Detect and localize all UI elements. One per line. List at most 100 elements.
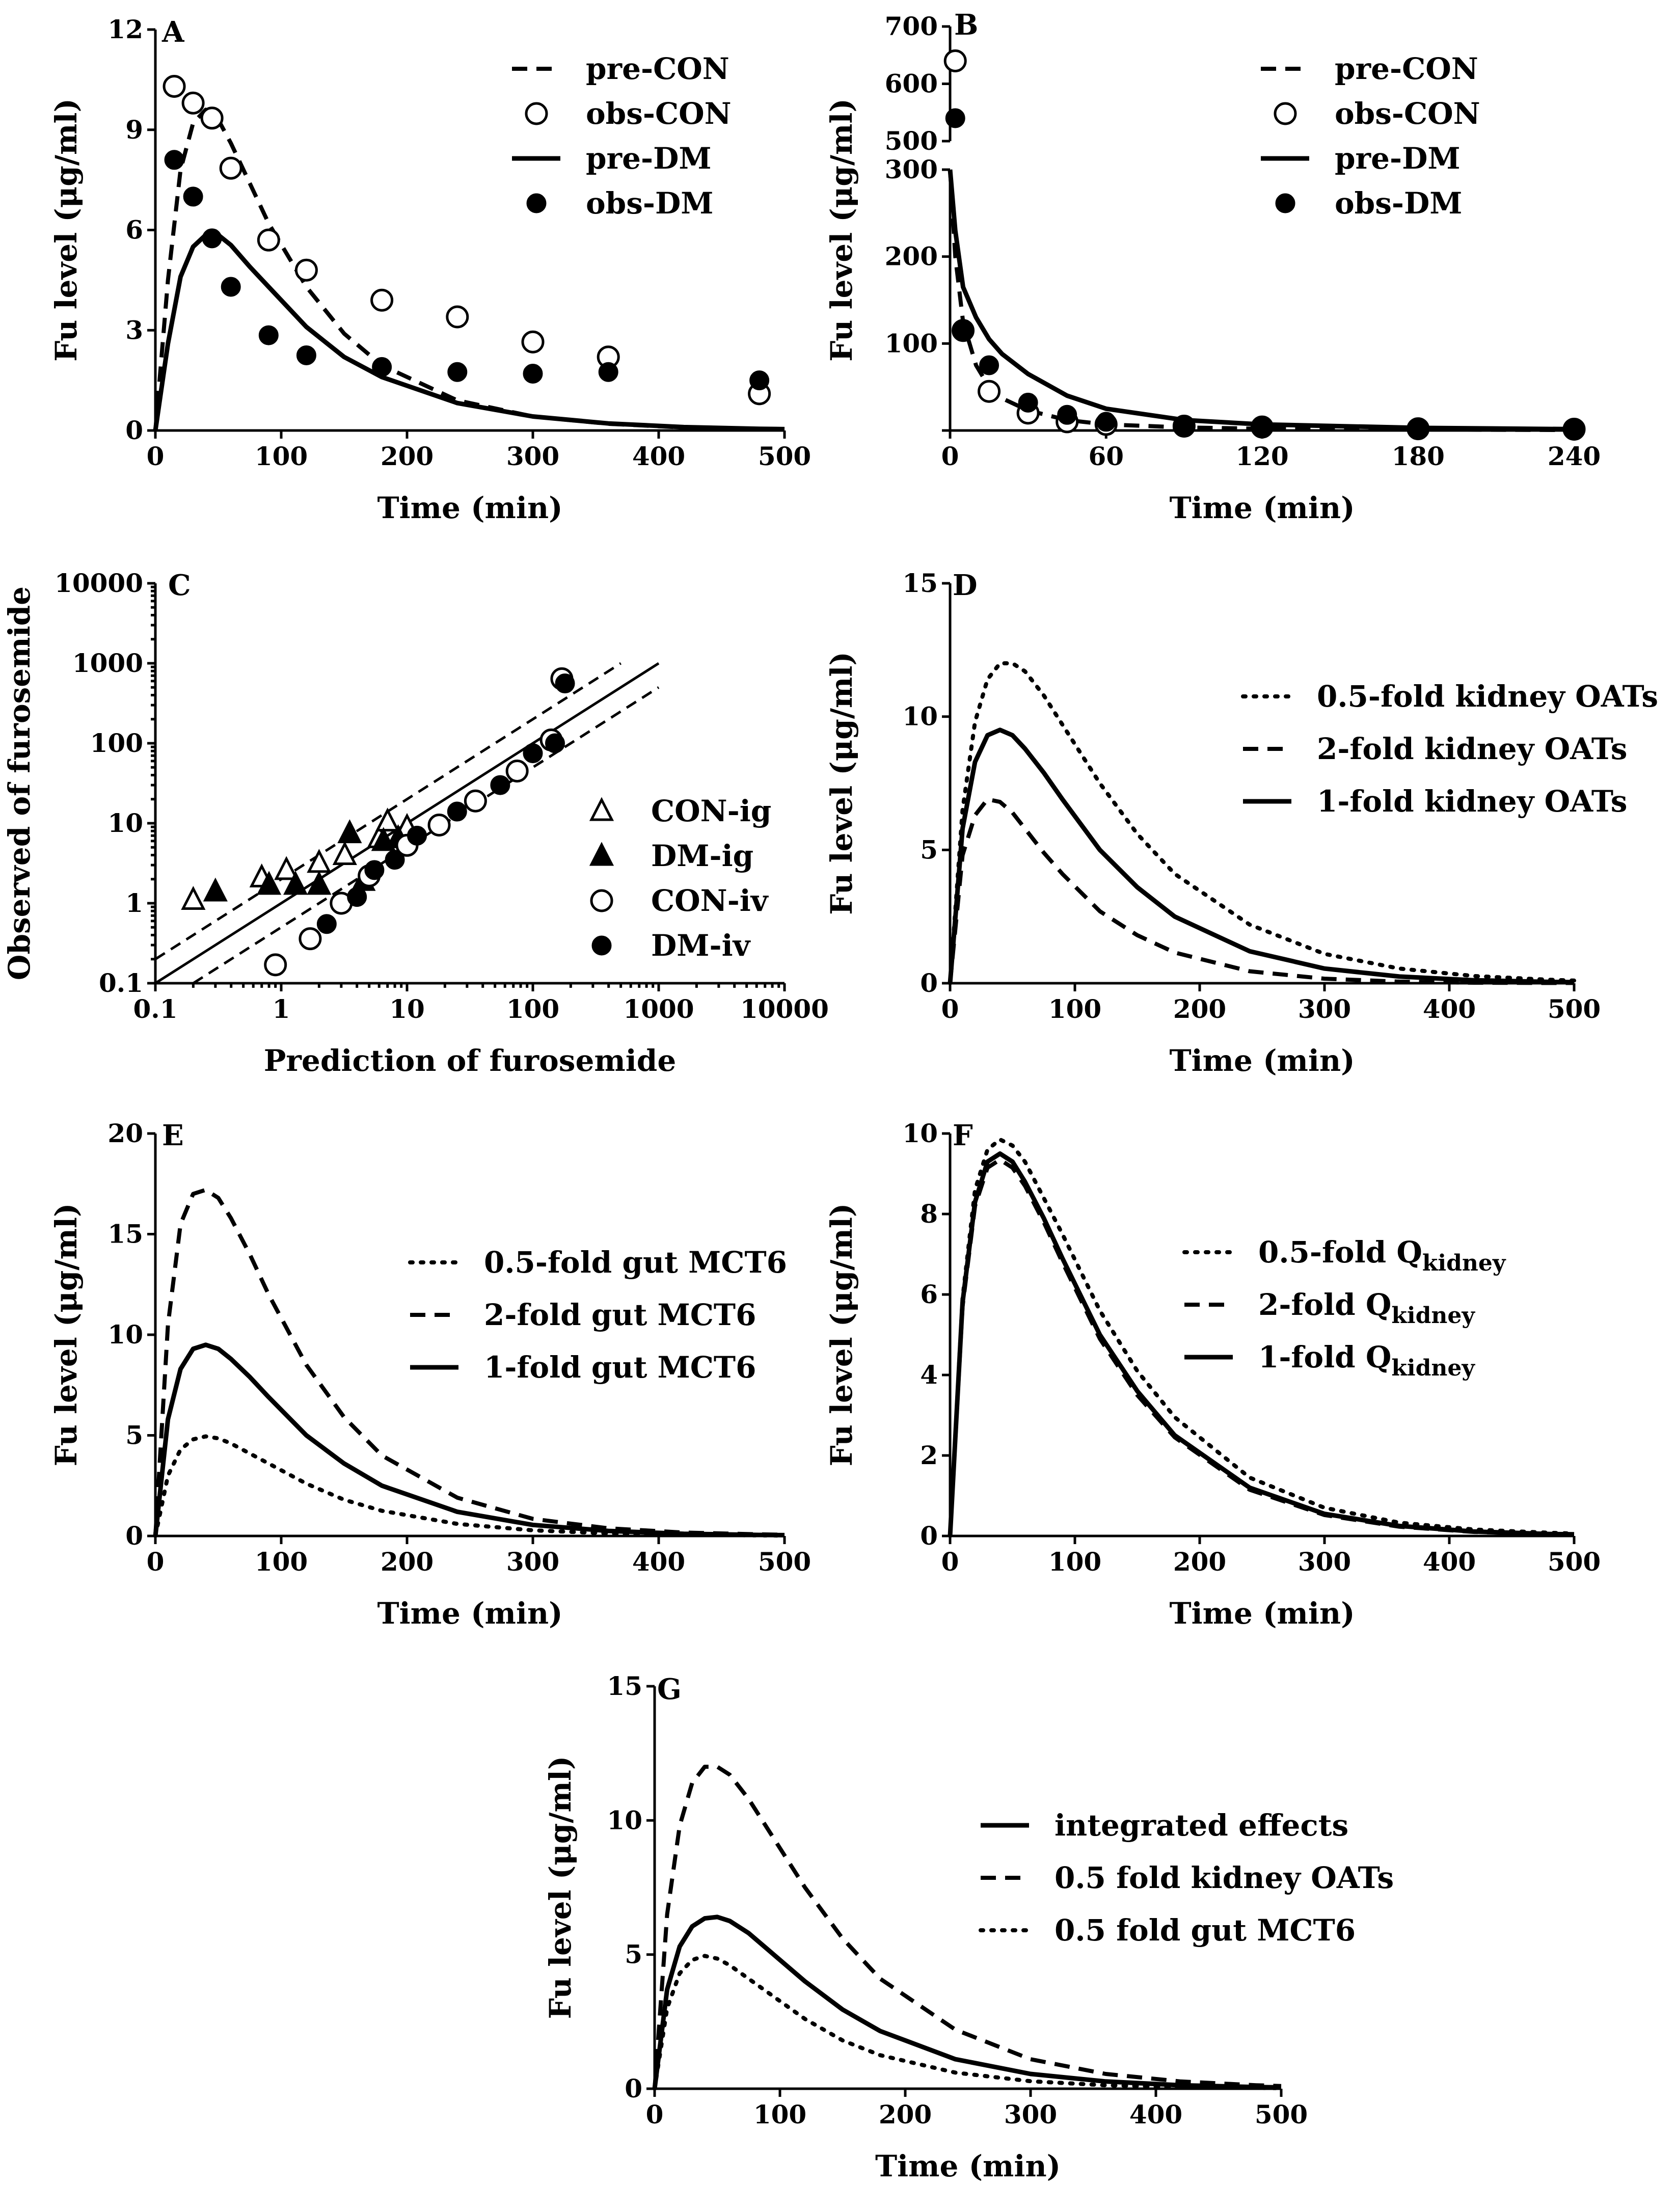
data-point [407, 825, 427, 846]
legend-label-0: pre-CON [1335, 51, 1478, 86]
legend-label-3: obs-DM [586, 186, 713, 221]
data-point [598, 362, 618, 382]
y-axis-title: Fu level (μg/ml) [49, 98, 84, 362]
data-point [978, 380, 1001, 403]
x-tick-label: 400 [1423, 1547, 1476, 1577]
y-tick-label: 4 [920, 1360, 938, 1390]
x-tick-label: 500 [1548, 994, 1601, 1024]
data-point [446, 305, 469, 329]
series-line-1 [948, 797, 1574, 985]
y-tick-label: 12 [107, 14, 143, 44]
data-point [427, 813, 451, 837]
legend-label-text: 0.5-fold Q [1258, 1235, 1422, 1270]
data-point [749, 370, 770, 391]
legend-label-0: 0.5-fold kidney OATs [1317, 679, 1658, 714]
data-point [283, 871, 308, 895]
y-tick-label: 20 [107, 1118, 143, 1148]
series-line-0 [652, 1914, 1282, 2090]
data-point [447, 801, 467, 822]
y-tick-label: 0 [920, 968, 938, 998]
data-point [307, 849, 332, 873]
x-tick-label: 120 [1235, 441, 1288, 471]
data-point [181, 886, 206, 910]
panel-letter: A [161, 15, 185, 49]
y-tick-label: 10 [107, 808, 143, 838]
data-point [1057, 404, 1077, 425]
data-point [521, 330, 545, 354]
y-tick-label: 10 [902, 702, 938, 732]
legend-label-2: pre-DM [586, 141, 712, 176]
panel-f: 0 100 200 300 400 500 0 2 4 6 8 10 Time (min) Fu leve… [824, 1118, 1601, 1631]
legend-label-3: DM-iv [651, 928, 751, 963]
series-markers-2 [264, 667, 574, 977]
legend-label-subscript: kidney [1391, 1355, 1475, 1381]
legend-label-2: 0.5 fold gut MCT6 [1055, 1913, 1356, 1948]
legend-label-1: 2-fold gut MCT6 [484, 1298, 756, 1332]
x-tick-label: 300 [1298, 994, 1351, 1024]
data-point [181, 91, 205, 115]
x-tick-label: 400 [1129, 2099, 1182, 2129]
series-line-0 [948, 1137, 1576, 1538]
x-tick-label: 0 [147, 441, 165, 471]
x-tick-label: 100 [255, 1547, 308, 1577]
y-tick-label: 9 [125, 115, 143, 145]
x-axis-title: Time (min) [377, 1596, 562, 1631]
panel-a: 0 100 200 300 400 500 0 3 6 9 12 Time (min) Fu level… [49, 14, 811, 525]
y-tick-label: 600 [885, 69, 938, 99]
y-axis-title: Observed of furosemide [2, 586, 37, 980]
x-tick-label: 100 [1048, 994, 1101, 1024]
data-point [316, 914, 337, 934]
y-tick-label: 200 [885, 241, 938, 272]
x-tick-label: 100 [506, 994, 559, 1024]
x-tick-label: 400 [632, 1547, 685, 1577]
data-point [221, 277, 241, 297]
x-tick-label: 500 [758, 441, 811, 471]
data-point [385, 850, 405, 870]
data-point [296, 345, 316, 365]
y-tick-label: 0 [625, 2073, 642, 2103]
series-markers-3 [945, 108, 1584, 439]
legend: CON-ig DM-ig CON-iv DM-iv [589, 794, 771, 963]
legend-label-0: CON-ig [651, 794, 771, 828]
data-point [203, 877, 228, 902]
series-line-0 [153, 1434, 787, 1538]
x-axis-title: Time (min) [1169, 1596, 1355, 1631]
x-tick-label: 0 [941, 1547, 959, 1577]
data-point [347, 887, 367, 907]
y-tick-label: 1000 [72, 648, 143, 678]
data-point [164, 150, 184, 170]
x-tick-label: 500 [1255, 2099, 1308, 2129]
series-markers-3 [316, 673, 575, 934]
data-point [943, 49, 967, 72]
data-point [1174, 415, 1194, 436]
data-point [1252, 416, 1272, 436]
data-point [375, 807, 400, 832]
legend-label-0: pre-CON [586, 51, 729, 86]
panel-g: 0 100 200 300 400 500 0 5 10 15 Time (min) Fu level… [543, 1671, 1394, 2183]
data-point [219, 156, 242, 180]
x-tick-label: 100 [753, 2099, 806, 2129]
y-tick-label: 0 [125, 1521, 143, 1551]
x-tick-label: 0 [941, 994, 959, 1024]
legend-label-1: 2-fold Qkidney [1258, 1287, 1475, 1329]
data-point [332, 841, 357, 865]
y-axis-title: Fu level (μg/ml) [824, 1203, 859, 1467]
legend-label-2: 1-fold gut MCT6 [484, 1350, 756, 1385]
y-axis-title: Fu level (μg/ml) [543, 1756, 578, 2019]
y-tick-label: 100 [90, 728, 143, 758]
y-tick-label: 15 [607, 1671, 642, 1701]
series-line-2 [948, 169, 1575, 431]
x-tick-label: 10000 [740, 994, 829, 1024]
legend-marker-1 [525, 102, 548, 125]
legend: integrated effects 0.5 fold kidney OATs 0.… [979, 1808, 1394, 1948]
data-point [274, 856, 299, 880]
legend-label-0: 0.5-fold gut MCT6 [484, 1245, 787, 1280]
series-markers-3 [164, 150, 770, 391]
x-tick-label: 300 [1004, 2099, 1057, 2129]
x-tick-label: 1000 [623, 994, 694, 1024]
x-axis-title: Time (min) [1169, 491, 1355, 525]
y-tick-label: 10 [607, 1805, 642, 1835]
data-point [183, 186, 203, 207]
x-tick-label: 300 [1298, 1547, 1351, 1577]
